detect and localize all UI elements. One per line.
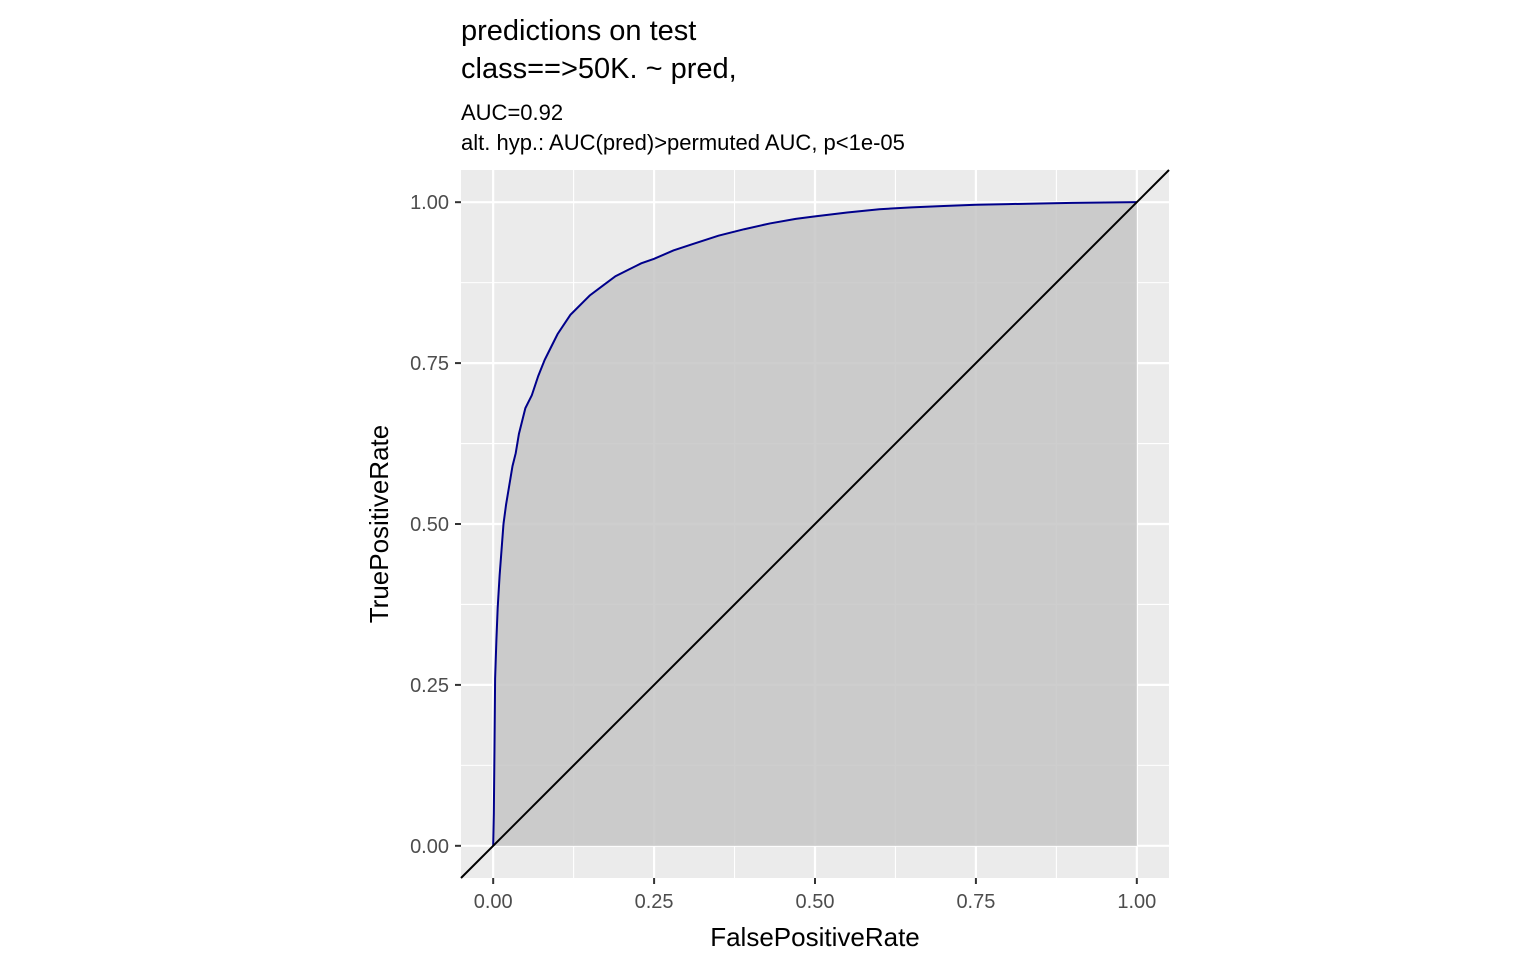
chart-subtitle-line-1: AUC=0.92 bbox=[461, 100, 563, 125]
y-axis-title: TruePositiveRate bbox=[364, 425, 394, 623]
x-tick-label: 1.00 bbox=[1117, 891, 1156, 913]
x-tick-label: 0.75 bbox=[956, 891, 995, 913]
chart-title-line-1: predictions on test bbox=[461, 15, 696, 47]
x-axis: 0.00 0.25 0.50 0.75 1.00 bbox=[474, 878, 1156, 913]
roc-curve bbox=[492, 201, 1137, 846]
x-tick-label: 0.25 bbox=[635, 891, 674, 913]
y-tick-label: 0.00 bbox=[410, 836, 449, 858]
y-tick-label: 1.00 bbox=[410, 192, 449, 214]
y-tick-label: 0.50 bbox=[410, 514, 449, 536]
x-tick-label: 0.50 bbox=[796, 891, 835, 913]
x-tick-label: 0.00 bbox=[474, 891, 513, 913]
data-layer bbox=[460, 169, 1170, 879]
y-tick-label: 0.25 bbox=[410, 675, 449, 697]
y-axis: 0.00 0.25 0.50 0.75 1.00 bbox=[410, 192, 461, 858]
diagonal-reference-line bbox=[460, 169, 1170, 879]
y-tick-label: 0.75 bbox=[410, 353, 449, 375]
chart-title-line-2: class==>50K. ~ pred, bbox=[461, 53, 737, 85]
x-axis-title: FalsePositiveRate bbox=[710, 922, 920, 952]
chart-subtitle-line-2: alt. hyp.: AUC(pred)>permuted AUC, p<1e-… bbox=[461, 130, 905, 155]
